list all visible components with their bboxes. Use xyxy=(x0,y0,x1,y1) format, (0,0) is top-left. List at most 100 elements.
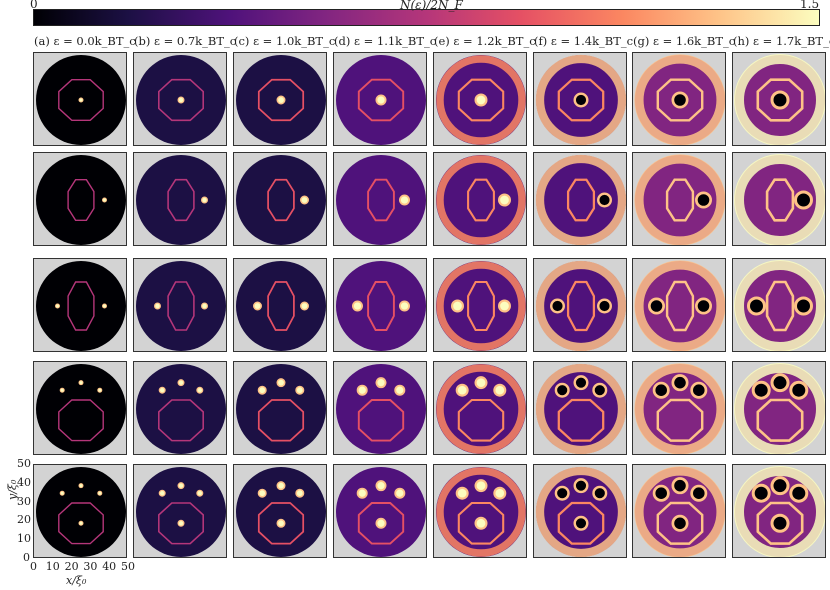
x-tick-label: 50 xyxy=(121,560,135,573)
vortex-core xyxy=(375,480,387,492)
vortex-core xyxy=(474,479,488,493)
ldos-panel xyxy=(233,464,327,558)
ldos-map xyxy=(136,261,226,351)
bound-state-contour xyxy=(656,78,704,122)
vortex-core xyxy=(690,381,708,399)
ldos-map xyxy=(136,467,226,557)
x-axis-label: x/ξ₀ xyxy=(66,574,87,587)
ldos-panel xyxy=(732,152,826,246)
vortex-core xyxy=(647,297,666,315)
bound-state-contour xyxy=(457,501,505,545)
ldos-map xyxy=(36,155,126,245)
vortex-core xyxy=(770,90,790,110)
edge-ring xyxy=(535,154,626,245)
vortex-core xyxy=(97,490,103,496)
sample-disk xyxy=(36,261,126,351)
vortex-core xyxy=(751,483,771,503)
bound-state-contour xyxy=(167,281,195,331)
vortex-core xyxy=(276,518,286,528)
ldos-panel xyxy=(533,258,627,352)
ldos-map xyxy=(634,363,725,454)
vortex-core xyxy=(550,298,566,314)
vortex-core xyxy=(177,519,185,527)
edge-ring xyxy=(734,466,825,557)
sample-disk xyxy=(236,261,326,351)
ldos-panel xyxy=(333,258,427,352)
ldos-panel xyxy=(433,152,527,246)
ldos-panel xyxy=(732,258,826,352)
vortex-core xyxy=(299,195,309,205)
bound-state-contour xyxy=(67,179,95,222)
edge-ring xyxy=(634,260,725,351)
sample-disk xyxy=(536,155,626,245)
sample-disk xyxy=(635,155,725,245)
vortex-core xyxy=(154,302,161,310)
ldos-panel xyxy=(732,52,826,146)
vortex-core xyxy=(352,300,363,312)
ldos-panel xyxy=(732,361,826,455)
ldos-map xyxy=(36,261,126,351)
ldos-panel xyxy=(133,152,227,246)
colorbar-max-label: 1.5 xyxy=(800,0,820,11)
ldos-map xyxy=(734,54,825,145)
vortex-core xyxy=(474,516,488,530)
bound-state-contour xyxy=(656,501,704,545)
vortex-core xyxy=(474,376,488,390)
sample-disk xyxy=(635,261,725,351)
bound-state-contour xyxy=(267,178,295,222)
colorbar-title: N(ε)/2N_F xyxy=(400,0,463,12)
ldos-map xyxy=(734,154,825,245)
bound-state-contour xyxy=(457,78,505,122)
ldos-panel xyxy=(333,361,427,455)
vortex-core xyxy=(751,380,771,400)
edge-ring xyxy=(436,364,526,454)
bound-state-contour xyxy=(158,502,204,545)
bound-state-contour xyxy=(756,398,804,442)
x-tick-label: 30 xyxy=(83,560,98,573)
vortex-core xyxy=(399,300,411,312)
ldos-panel xyxy=(632,52,726,146)
ldos-map xyxy=(136,55,226,145)
bound-state-contour xyxy=(58,79,104,122)
vortex-core xyxy=(747,296,766,316)
ldos-map xyxy=(535,466,626,557)
bound-state-contour xyxy=(457,398,505,442)
vortex-core xyxy=(592,485,608,501)
bound-state-contour xyxy=(557,398,605,442)
bound-state-contour xyxy=(267,281,295,331)
vortex-core xyxy=(196,489,204,497)
edge-ring xyxy=(535,363,626,454)
ldos-map xyxy=(436,467,526,557)
vortex-core xyxy=(158,489,166,497)
ldos-panel xyxy=(333,464,427,558)
column-title-5: (f) ε = 1.4k_BT_c xyxy=(534,34,634,48)
ldos-map xyxy=(535,260,626,351)
bound-state-contour xyxy=(665,178,695,222)
vortex-core xyxy=(554,382,570,398)
bound-state-contour xyxy=(58,399,104,442)
sample-disk xyxy=(436,155,526,245)
ldos-map xyxy=(634,54,725,145)
ldos-map xyxy=(436,261,526,351)
vortex-core xyxy=(770,476,790,496)
vortex-core xyxy=(257,385,267,395)
ldos-panel xyxy=(233,152,327,246)
vortex-core xyxy=(450,299,465,313)
vortex-core xyxy=(394,384,406,396)
ldos-map xyxy=(734,466,825,557)
ldos-panel xyxy=(233,361,327,455)
ldos-panel xyxy=(33,258,127,352)
vortex-core xyxy=(694,297,713,315)
vortex-core xyxy=(573,375,589,391)
ldos-map xyxy=(336,261,426,351)
vortex-core xyxy=(102,197,107,203)
x-tick-label: 40 xyxy=(102,560,117,573)
column-title-2: (c) ε = 1.0k_BT_c xyxy=(234,34,336,48)
vortex-core xyxy=(177,96,185,104)
ldos-map xyxy=(634,466,725,557)
sample-disk xyxy=(36,467,126,557)
vortex-core xyxy=(455,383,469,397)
vortex-core xyxy=(597,192,613,208)
bound-state-contour xyxy=(158,78,204,122)
vortex-core xyxy=(694,191,713,209)
